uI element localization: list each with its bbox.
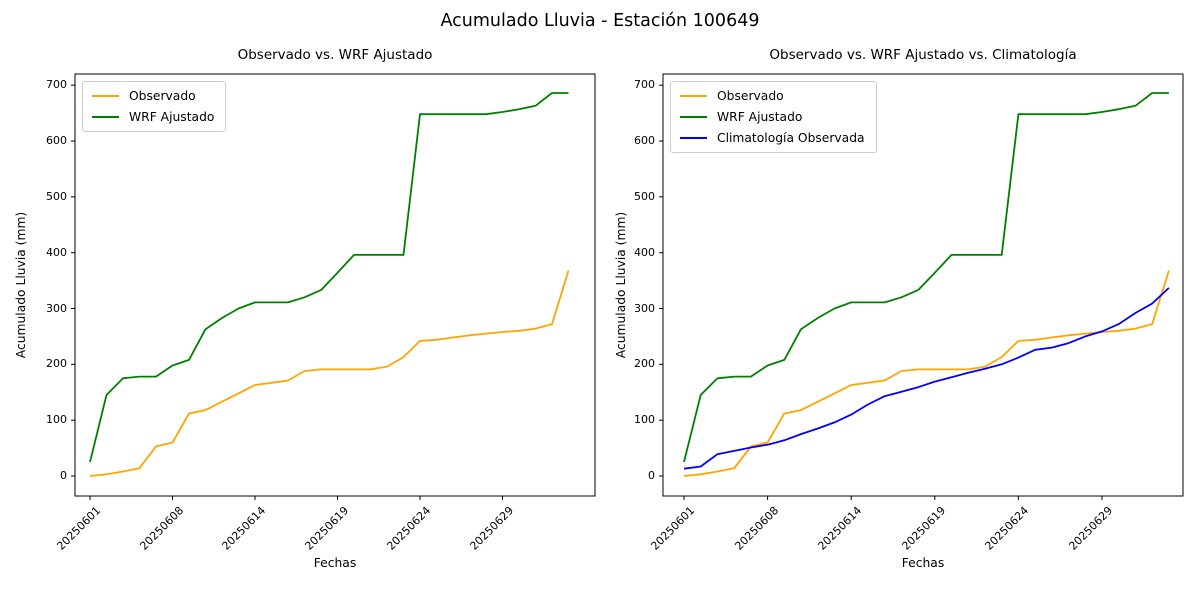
- y-tick-label: 200: [634, 357, 655, 371]
- legend-line-swatch: [680, 95, 707, 97]
- legend-label: WRF Ajustado: [129, 110, 215, 124]
- legend-entry: Climatología Observada: [680, 131, 865, 145]
- y-tick-label: 0: [648, 469, 655, 482]
- y-tick-label: 100: [634, 413, 655, 427]
- y-tick-label: 700: [634, 78, 655, 92]
- x-axis-label: Fechas: [901, 556, 945, 570]
- legend-label: Observado: [717, 89, 784, 103]
- y-tick-label: 600: [46, 134, 67, 148]
- legend-line-swatch: [680, 116, 707, 118]
- plot-frame: [662, 73, 1184, 497]
- y-tick-label: 400: [46, 245, 67, 259]
- subplot-title: Observado vs. WRF Ajustado: [237, 47, 433, 63]
- series-line-observado: [89, 270, 570, 477]
- legend-entry: WRF Ajustado: [92, 110, 214, 124]
- series-line-wrf-ajustado: [89, 92, 569, 463]
- y-tick-label: 600: [634, 134, 655, 148]
- y-tick-label: 700: [46, 78, 67, 92]
- legend-box: Observado WRF Ajustado: [82, 81, 227, 132]
- y-tick-label: 300: [634, 301, 655, 315]
- legend-label: Observado: [129, 89, 196, 103]
- legend-label: Climatología Observada: [717, 131, 865, 145]
- series-line-wrf-ajustado: [683, 92, 1169, 463]
- y-tick-label: 0: [60, 469, 67, 482]
- figure-title: Acumulado Lluvia - Estación 100649: [440, 11, 760, 31]
- y-axis-label: Acumulado Lluvia (mm): [14, 211, 28, 359]
- legend-entry: WRF Ajustado: [680, 110, 865, 124]
- legend-box: Observado WRF Ajustado Climatología Observ…: [670, 81, 877, 153]
- series-line-observado: [683, 270, 1170, 477]
- y-tick-label: 200: [46, 357, 67, 371]
- y-tick-label: 500: [634, 189, 655, 203]
- x-axis-label: Fechas: [313, 556, 357, 570]
- y-tick-label: 300: [46, 301, 67, 315]
- y-tick-label: 100: [46, 413, 67, 427]
- subplot-title: Observado vs. WRF Ajustado vs. Climatolo…: [769, 47, 1077, 63]
- legend-label: WRF Ajustado: [717, 110, 803, 124]
- legend-entry: Observado: [92, 89, 214, 103]
- legend-line-swatch: [92, 116, 119, 118]
- legend-line-swatch: [92, 95, 119, 97]
- legend-entry: Observado: [680, 89, 865, 103]
- series-line-climatolog-a-observada: [683, 287, 1170, 470]
- plot-frame: [74, 73, 596, 497]
- legend-line-swatch: [680, 137, 707, 139]
- y-axis-label: Acumulado Lluvia (mm): [614, 211, 628, 359]
- y-tick-label: 400: [634, 245, 655, 259]
- y-tick-label: 500: [46, 189, 67, 203]
